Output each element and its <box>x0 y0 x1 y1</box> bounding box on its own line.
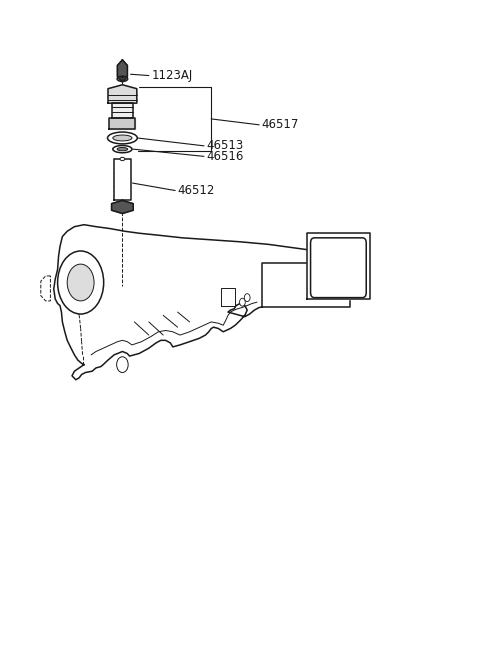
Polygon shape <box>114 159 131 200</box>
Polygon shape <box>108 85 137 103</box>
Polygon shape <box>262 263 350 307</box>
Ellipse shape <box>120 158 125 160</box>
Polygon shape <box>307 233 370 299</box>
FancyBboxPatch shape <box>311 238 366 298</box>
Circle shape <box>240 298 245 306</box>
Circle shape <box>244 294 250 302</box>
Text: 46516: 46516 <box>206 150 244 163</box>
Circle shape <box>117 357 128 373</box>
Ellipse shape <box>108 132 137 144</box>
Polygon shape <box>118 60 127 82</box>
Ellipse shape <box>120 78 125 80</box>
Text: 46512: 46512 <box>178 184 215 197</box>
Ellipse shape <box>117 76 128 81</box>
Text: 46513: 46513 <box>206 139 244 152</box>
Circle shape <box>67 264 94 301</box>
Polygon shape <box>112 103 133 118</box>
Ellipse shape <box>113 146 132 153</box>
Polygon shape <box>111 200 133 214</box>
Text: 1123AJ: 1123AJ <box>151 69 192 82</box>
Circle shape <box>58 251 104 314</box>
Polygon shape <box>54 225 350 380</box>
Ellipse shape <box>113 135 132 141</box>
Polygon shape <box>109 118 135 129</box>
Text: 46517: 46517 <box>262 118 299 131</box>
Ellipse shape <box>117 148 128 151</box>
